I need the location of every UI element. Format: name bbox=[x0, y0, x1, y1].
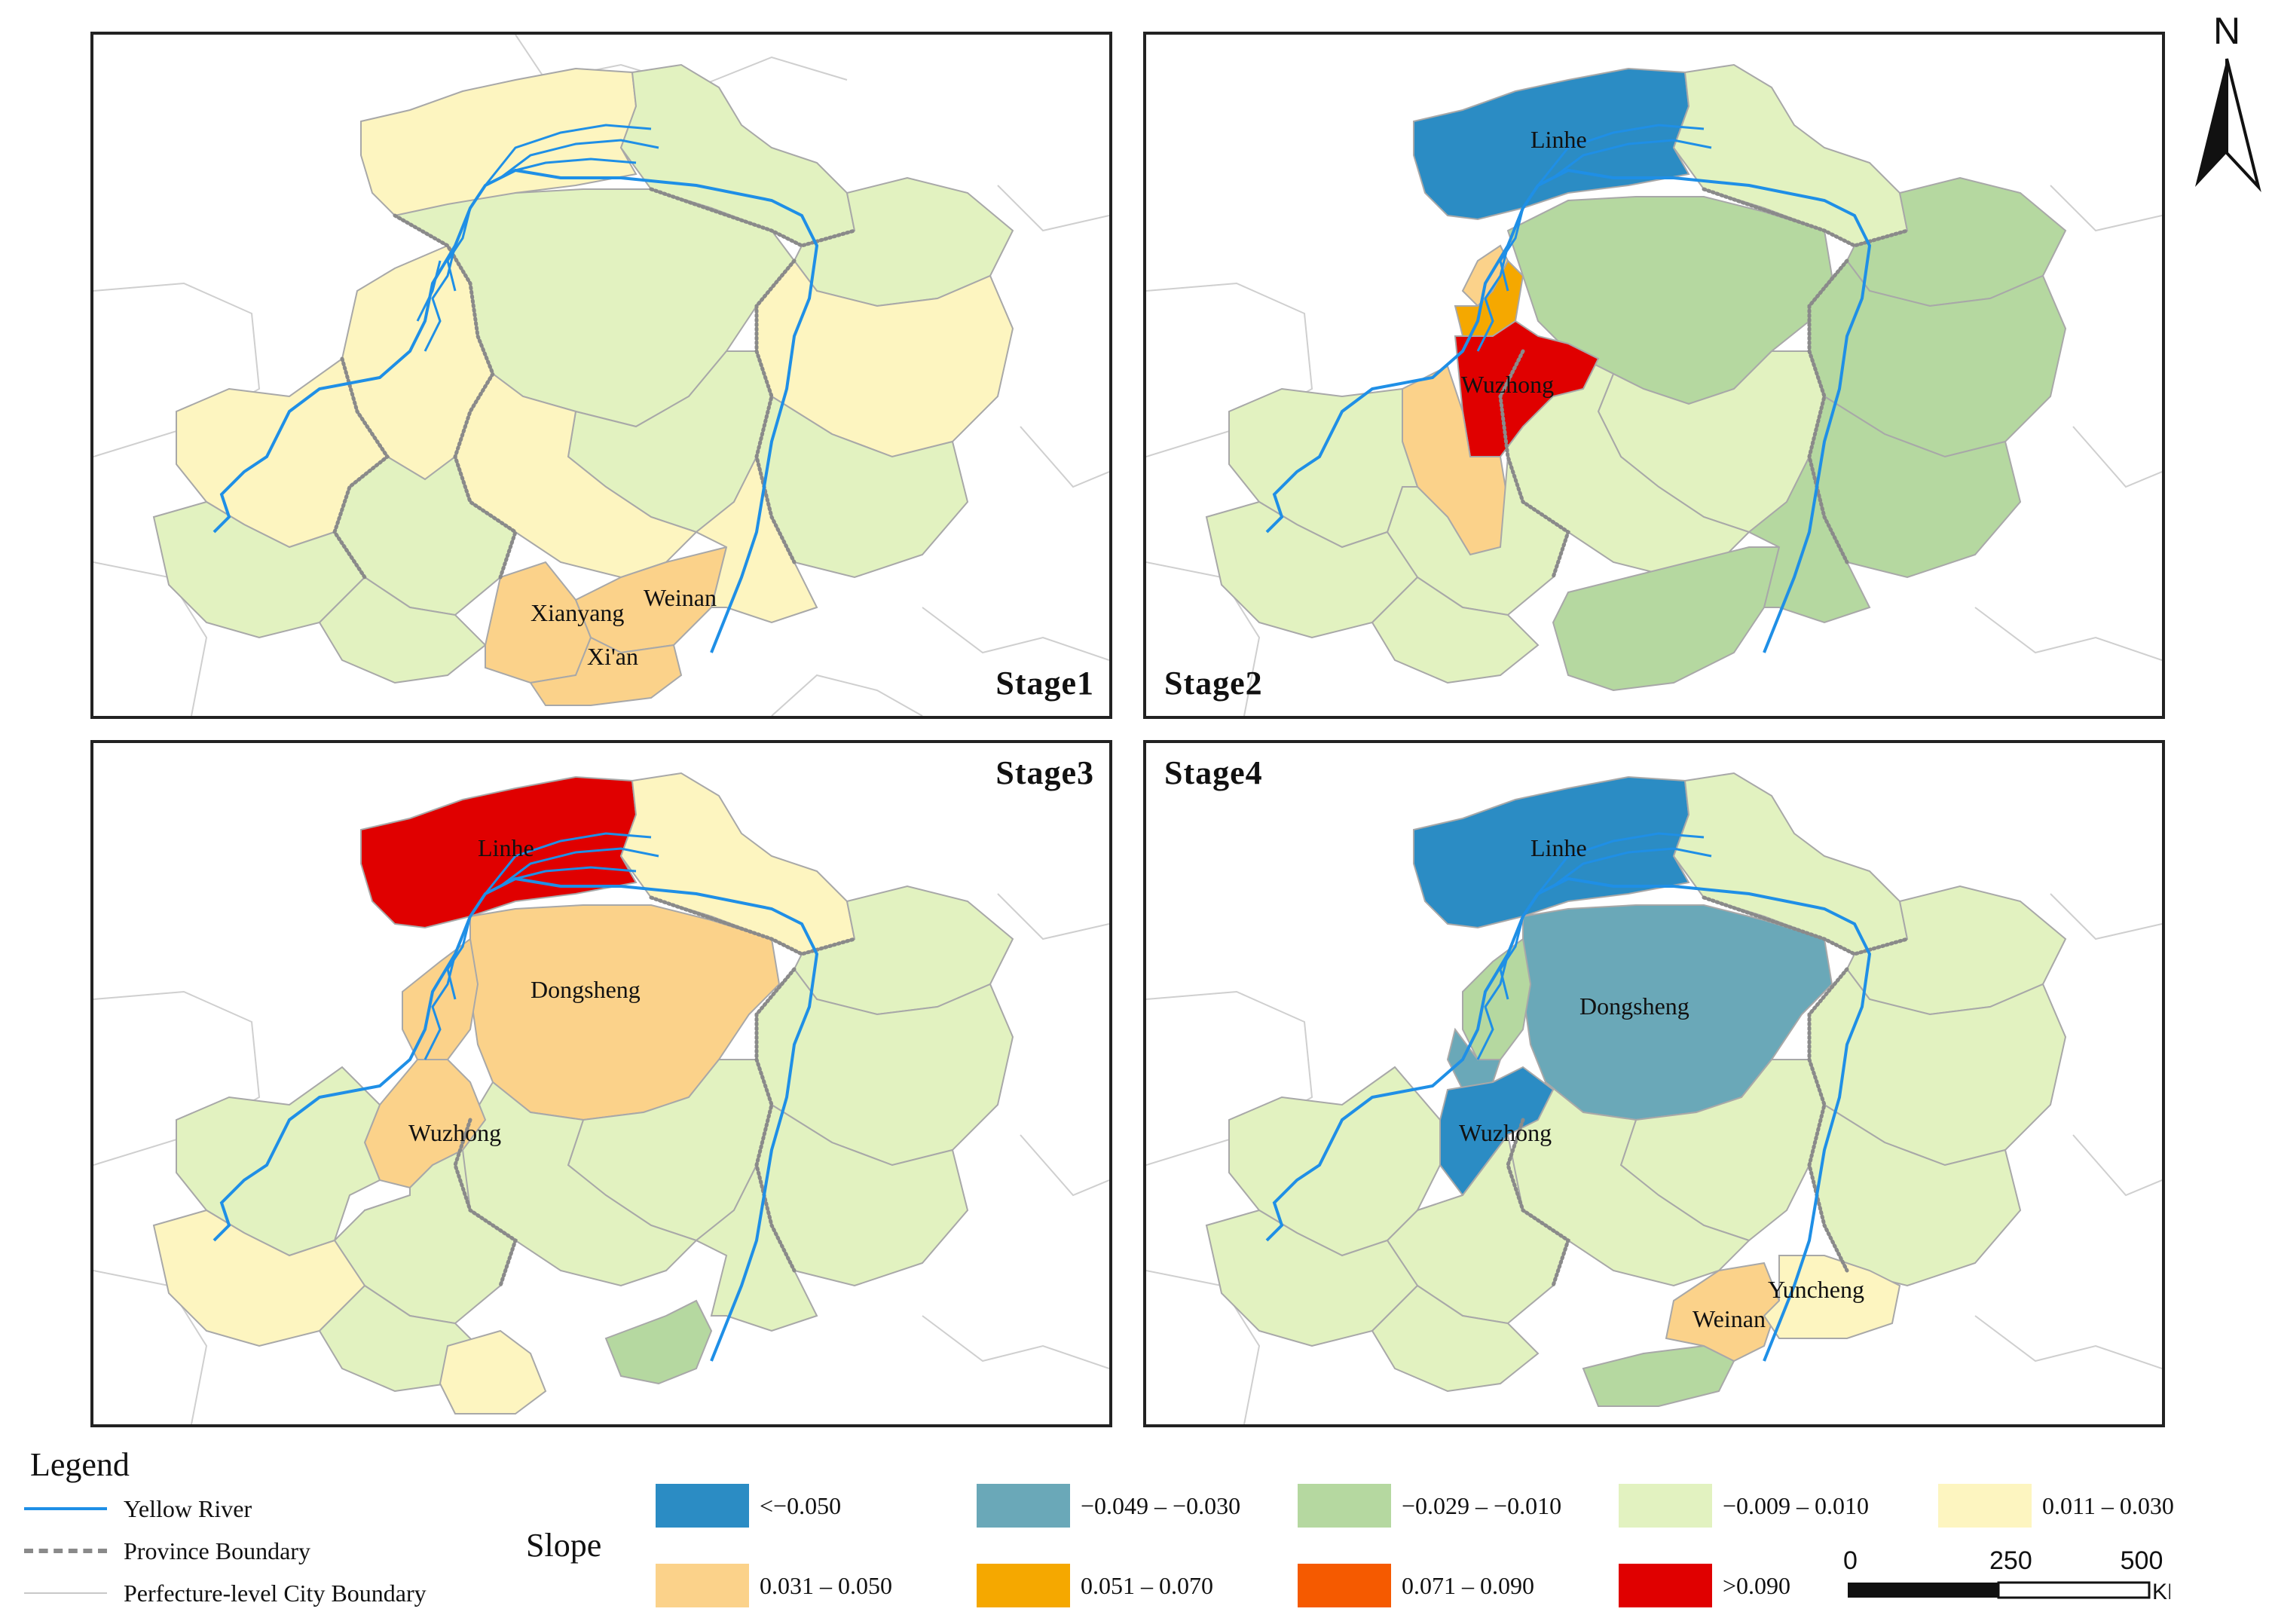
region-shaanxi-south bbox=[1552, 546, 1781, 692]
region-ningxia bbox=[402, 937, 479, 1060]
slope-class-label: 0.011 – 0.030 bbox=[2042, 1491, 2174, 1519]
slope-class-1: <−0.050 bbox=[656, 1483, 841, 1528]
slope-class-label: 0.051 – 0.070 bbox=[1081, 1571, 1213, 1599]
city-label-xian: Xi'an bbox=[587, 643, 638, 670]
legend-item-province-boundary: Province Boundary bbox=[24, 1536, 310, 1566]
slope-class-7: 0.051 – 0.070 bbox=[977, 1563, 1213, 1608]
city-label-dongsheng: Dongsheng bbox=[531, 976, 641, 1003]
region-weinan bbox=[604, 1299, 713, 1385]
city-label-wuzhong: Wuzhong bbox=[1459, 1119, 1552, 1146]
slope-class-5: 0.011 – 0.030 bbox=[1938, 1483, 2174, 1528]
region-shanxi-southwest bbox=[695, 454, 818, 624]
stage-label: Stage4 bbox=[1164, 754, 1263, 791]
city-label-wuzhong: Wuzhong bbox=[408, 1119, 501, 1146]
city-label-linhe: Linhe bbox=[478, 834, 534, 861]
slope-class-label: 0.071 – 0.090 bbox=[1402, 1571, 1534, 1599]
region-tianshui bbox=[1371, 1284, 1540, 1393]
city-label-wuzhong: Wuzhong bbox=[1461, 371, 1554, 398]
slope-class-label: −0.029 – −0.010 bbox=[1402, 1491, 1562, 1519]
stage-label: Stage1 bbox=[995, 665, 1094, 702]
north-arrow-icon: N bbox=[2195, 10, 2261, 192]
north-label: N bbox=[2213, 14, 2240, 52]
region-tianshui bbox=[1371, 576, 1540, 684]
region-tianshui bbox=[318, 576, 487, 684]
yellow-river bbox=[1265, 168, 1872, 653]
region-linhe bbox=[1413, 775, 1690, 929]
map-stage1: Xianyang Weinan Xi'an bbox=[93, 35, 1109, 716]
legend-label: Perfecture-level City Boundary bbox=[124, 1579, 427, 1607]
legend-item-city-boundary: Perfecture-level City Boundary bbox=[24, 1578, 427, 1608]
slope-swatch bbox=[977, 1564, 1070, 1607]
region-shanxi-southwest bbox=[1748, 454, 1871, 624]
slope-class-label: −0.049 – −0.030 bbox=[1081, 1491, 1241, 1519]
legend-line-river bbox=[24, 1507, 107, 1510]
slope-swatch bbox=[1298, 1564, 1391, 1607]
north-arrow: N bbox=[2189, 10, 2264, 194]
region-linhe bbox=[1413, 67, 1690, 221]
city-label-weinan: Weinan bbox=[1693, 1305, 1766, 1332]
region-linhe bbox=[360, 67, 638, 221]
map-panel-stage4: Linhe Dongsheng Wuzhong Yuncheng Weinan … bbox=[1143, 740, 2165, 1427]
yellow-river bbox=[1265, 876, 1872, 1362]
scale-bar-graphic: 0 250 500 KM bbox=[1843, 1546, 2186, 1604]
yellow-river bbox=[213, 168, 819, 653]
stage-label: Stage2 bbox=[1164, 665, 1263, 702]
region-linhe bbox=[360, 775, 638, 929]
city-label-yuncheng: Yuncheng bbox=[1768, 1276, 1864, 1303]
slope-swatch bbox=[977, 1484, 1070, 1528]
map-panel-stage3: Linhe Dongsheng Wuzhong Stage3 bbox=[90, 740, 1112, 1427]
legend-label: Yellow River bbox=[124, 1494, 252, 1522]
slope-swatch bbox=[1298, 1484, 1391, 1528]
region-shanxi-southwest bbox=[695, 1163, 818, 1332]
slope-swatch bbox=[656, 1564, 749, 1607]
legend-item-yellow-river: Yellow River bbox=[24, 1494, 252, 1524]
stage-label: Stage3 bbox=[995, 754, 1094, 791]
slope-class-4: −0.009 – 0.010 bbox=[1619, 1483, 1869, 1528]
slope-class-label: <−0.050 bbox=[760, 1491, 842, 1519]
region-weinan bbox=[1665, 1262, 1781, 1363]
city-label-weinan: Weinan bbox=[644, 584, 717, 611]
slope-swatch bbox=[1619, 1484, 1712, 1528]
slope-label: Slope bbox=[526, 1527, 602, 1564]
map-stage4: Linhe Dongsheng Wuzhong Yuncheng Weinan bbox=[1146, 772, 2162, 1424]
map-stage3: Linhe Dongsheng Wuzhong bbox=[93, 772, 1109, 1424]
map-panel-stage1: Xianyang Weinan Xi'an Stage1 bbox=[90, 32, 1112, 719]
region-shaanxi-south bbox=[1582, 1344, 1735, 1407]
region-xian bbox=[529, 636, 683, 706]
slope-swatch bbox=[1619, 1564, 1712, 1607]
city-label-xianyang: Xianyang bbox=[531, 599, 624, 626]
region-xianyang bbox=[439, 1329, 547, 1415]
region-ningxia bbox=[1462, 937, 1532, 1060]
slope-class-8: 0.071 – 0.090 bbox=[1298, 1563, 1534, 1608]
scale-bar: 0 250 500 KM bbox=[1839, 1545, 2186, 1620]
slope-swatch bbox=[656, 1484, 749, 1528]
map-stage2: Linhe Wuzhong bbox=[1146, 63, 2162, 716]
legend-line-city bbox=[24, 1592, 107, 1594]
slope-class-3: −0.029 – −0.010 bbox=[1298, 1483, 1561, 1528]
slope-class-label: 0.031 – 0.050 bbox=[760, 1571, 892, 1599]
slope-class-label: −0.009 – 0.010 bbox=[1723, 1491, 1870, 1519]
legend-label: Province Boundary bbox=[124, 1537, 310, 1564]
slope-class-2: −0.049 – −0.030 bbox=[977, 1483, 1240, 1528]
legend-line-province bbox=[24, 1549, 107, 1553]
slope-class-9: >0.090 bbox=[1619, 1563, 1790, 1608]
map-panel-stage2: Linhe Wuzhong Stage2 bbox=[1143, 32, 2165, 719]
city-label-linhe: Linhe bbox=[1530, 834, 1587, 861]
legend-title: Legend bbox=[30, 1446, 130, 1483]
scale-unit: KM bbox=[2152, 1580, 2170, 1604]
slope-class-6: 0.031 – 0.050 bbox=[656, 1563, 892, 1608]
scale-tick-500: 500 bbox=[2121, 1546, 2163, 1575]
scale-tick-0: 0 bbox=[1843, 1546, 1858, 1575]
scale-tick-250: 250 bbox=[1989, 1546, 2032, 1575]
slope-swatch bbox=[1938, 1484, 2032, 1528]
city-label-dongsheng: Dongsheng bbox=[1579, 992, 1689, 1020]
city-label-linhe: Linhe bbox=[1530, 126, 1587, 153]
yellow-river bbox=[213, 876, 819, 1362]
slope-class-label: >0.090 bbox=[1723, 1571, 1791, 1599]
